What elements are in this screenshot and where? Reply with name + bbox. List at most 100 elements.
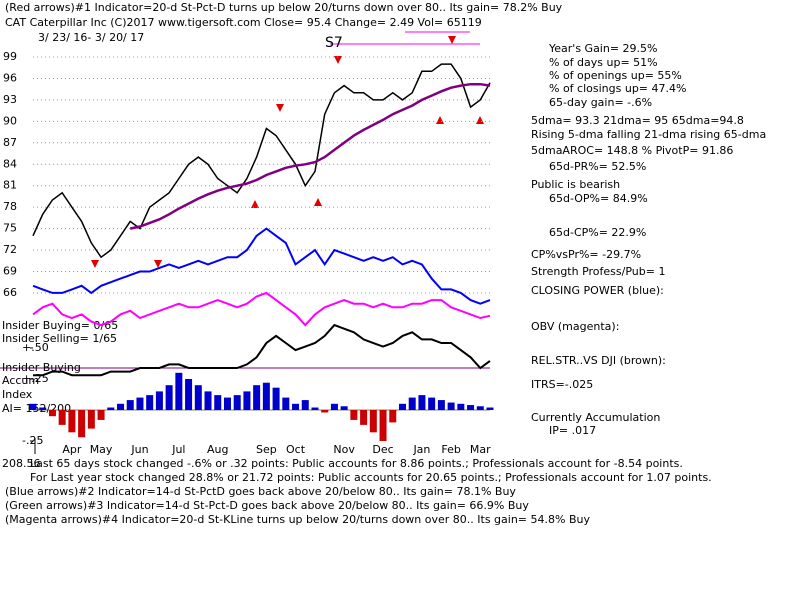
- accum-bar: [360, 410, 368, 425]
- accum-bar: [97, 410, 105, 420]
- arrow: [314, 198, 322, 206]
- accum-bar: [78, 410, 86, 438]
- stat: Rising 5-dma falling 21-dma rising 65-dm…: [531, 128, 766, 141]
- y-tick-label: 93: [3, 93, 17, 106]
- stat: IP= .017: [549, 424, 596, 437]
- accum-bar: [107, 407, 115, 410]
- accum-bar: [408, 397, 416, 410]
- x-tick-label: Nov: [333, 443, 355, 456]
- stat: 65d-CP%= 22.9%: [549, 226, 646, 239]
- accum-bar: [233, 395, 241, 410]
- arrow: [154, 260, 162, 268]
- accum-bar: [58, 410, 66, 425]
- y-tick-label: 99: [3, 50, 17, 63]
- accum-bar: [262, 382, 270, 410]
- x-tick-label: Sep: [256, 443, 277, 456]
- series-line: [129, 82, 491, 230]
- stat: % of days up= 51%: [549, 56, 658, 69]
- y-tick-label: 84: [3, 157, 17, 170]
- y-tick-label: 78: [3, 200, 17, 213]
- accum-bar: [311, 407, 319, 410]
- accum-bar: [301, 400, 309, 410]
- accum-bar: [204, 391, 212, 410]
- accum-bar: [467, 405, 475, 410]
- subtitle: CAT Caterpillar Inc (C)2017 www.tigersof…: [5, 16, 482, 29]
- x-tick-label: Dec: [372, 443, 393, 456]
- accum-bar: [418, 395, 426, 410]
- arrow: [334, 56, 342, 64]
- accum-bar: [428, 397, 436, 410]
- stat: % of closings up= 47.4%: [549, 82, 686, 95]
- signal-label: S7: [325, 35, 343, 51]
- arrow: [251, 200, 259, 208]
- accum-bar: [282, 397, 290, 410]
- accum-bar: [175, 372, 183, 410]
- accum-bar: [379, 410, 387, 441]
- magenta-ticks: [330, 31, 480, 45]
- note: (Green arrows)#3 Indicator=14-d St-Pct-D…: [5, 499, 529, 512]
- arrow: [91, 260, 99, 268]
- side-label: Insider Buying= 0/65: [2, 319, 118, 332]
- side-label: 208.56: [2, 457, 41, 470]
- stat: ITRS=-.025: [531, 378, 593, 391]
- stat: CP%vsPr%= -29.7%: [531, 248, 641, 261]
- accum-bar: [292, 403, 300, 410]
- accum-bar: [87, 410, 95, 429]
- y-tick-label: +.25: [22, 372, 49, 385]
- arrow: [448, 36, 456, 44]
- stat: % of openings up= 55%: [549, 69, 682, 82]
- side-label: Insider Selling= 1/65: [2, 332, 117, 345]
- series-line: [32, 291, 491, 327]
- x-tick-label: Feb: [441, 443, 460, 456]
- stat: 65d-OP%= 84.9%: [549, 192, 648, 205]
- x-tick-label: Mar: [470, 443, 491, 456]
- side-label: Index: [2, 388, 33, 401]
- stat: 65d-PR%= 52.5%: [549, 160, 646, 173]
- accum-bar: [136, 397, 144, 410]
- accum-bar: [330, 403, 338, 410]
- accum-bar: [389, 410, 397, 423]
- y-tick-label: 75: [3, 222, 17, 235]
- stat: Public is bearish: [531, 178, 620, 191]
- note: For Last year stock changed 28.8% or 21.…: [30, 471, 712, 484]
- x-tick-label: May: [90, 443, 113, 456]
- accum-bar: [398, 403, 406, 410]
- series-line: [32, 227, 491, 305]
- accum-bar: [48, 410, 56, 417]
- y-tick-label: 66: [3, 286, 17, 299]
- side-label: Accum: [2, 374, 39, 387]
- y-tick-label: 87: [3, 136, 17, 149]
- accum-bar: [117, 403, 125, 410]
- x-tick-label: Jun: [130, 443, 148, 456]
- accum-bar: [39, 407, 47, 410]
- stat: Currently Accumulation: [531, 411, 660, 424]
- arrow: [276, 104, 284, 112]
- accum-bar: [243, 391, 251, 410]
- accum-bar: [447, 402, 455, 410]
- x-tick-label: Jan: [412, 443, 430, 456]
- accum-bar: [68, 410, 76, 433]
- accum-bar: [340, 406, 348, 410]
- x-tick-label: Jul: [171, 443, 185, 456]
- y-tick-label: 90: [3, 114, 17, 127]
- accum-bar: [126, 400, 134, 410]
- accum-bar: [194, 385, 202, 410]
- accum-bar: [476, 406, 484, 410]
- accum-bar: [253, 385, 261, 410]
- arrow: [436, 116, 444, 124]
- accum-bar: [155, 391, 163, 410]
- accum-bar: [165, 385, 173, 410]
- x-tick-label: Aug: [207, 443, 228, 456]
- stat: Strength Profess/Pub= 1: [531, 265, 665, 278]
- series-line: [33, 323, 491, 377]
- stat: 65-day gain= -.6%: [549, 96, 652, 109]
- accum-bar: [350, 410, 358, 420]
- accum-bar: [185, 379, 193, 410]
- note: (Magenta arrows)#4 Indicator=20-d St-KLi…: [5, 513, 590, 526]
- accum-bar: [457, 403, 465, 410]
- accum-bar: [146, 395, 154, 410]
- note: (Blue arrows)#2 Indicator=14-d St-PctD g…: [5, 485, 516, 498]
- y-tick-label: 81: [3, 179, 17, 192]
- stat: Year's Gain= 29.5%: [548, 42, 658, 55]
- accum-bar: [29, 403, 37, 410]
